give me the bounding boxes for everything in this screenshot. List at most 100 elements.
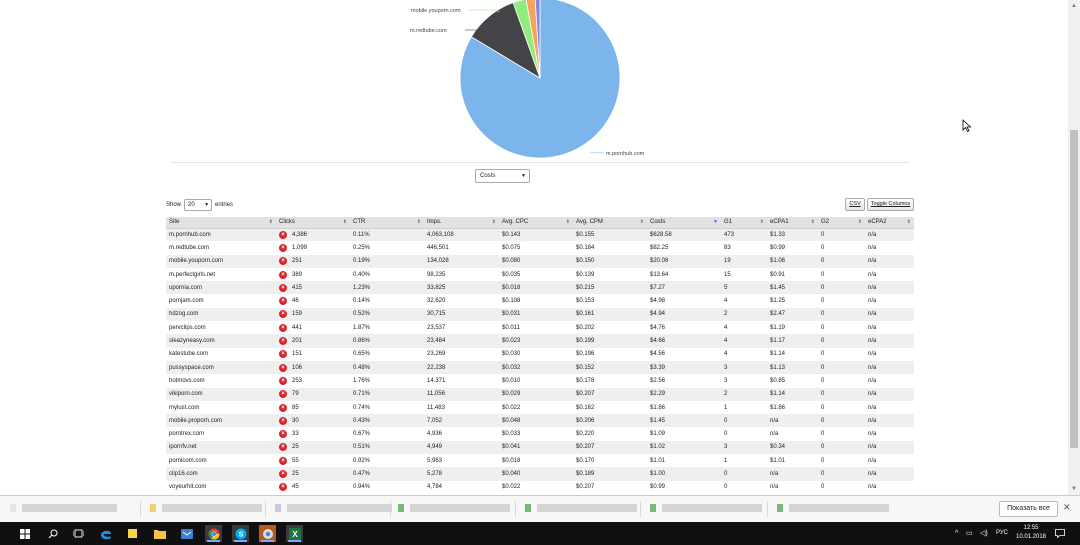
scrollbar-thumb[interactable] [1070,130,1078,448]
pie-slice-m-pornhub-com[interactable] [459,0,621,159]
remove-site-icon[interactable]: × [279,297,287,306]
remove-site-icon[interactable]: × [279,283,287,292]
outlook-icon[interactable] [178,525,195,542]
notifications-icon[interactable] [1055,522,1065,545]
table-cell: 0.74% [350,400,424,415]
table-cell: n/a [865,254,914,268]
remove-site-icon[interactable]: × [279,469,287,478]
column-header-avg-cpm[interactable]: Avg. CPM ⬍ [573,217,647,229]
clock[interactable]: 12:55 10.01.2018 [1014,524,1048,542]
column-header-label: CTR [353,219,366,226]
remove-site-icon[interactable]: × [279,416,287,425]
download-item[interactable] [10,504,118,514]
remove-site-icon[interactable]: × [279,350,287,359]
table-row: vikiporn.com × 79 0.71% 11,056 $0.029 $0.207 $2… [166,387,914,401]
remove-site-icon[interactable]: × [279,456,287,465]
table-cell: m.redtube.com [166,241,276,255]
column-header-ecpa1[interactable]: eCPA1 ⬍ [767,217,818,229]
table-cell: 5,963 [424,454,499,468]
column-header-g2[interactable]: G2 ⬍ [818,217,865,229]
sticky-notes-icon[interactable] [124,525,141,542]
column-header-clicks[interactable]: Clicks ⬍ [276,217,350,229]
column-header-label: Avg. CPM [576,219,603,226]
remove-site-icon[interactable]: × [279,337,287,346]
remove-site-icon[interactable]: × [279,243,287,252]
file-explorer-icon[interactable] [151,525,168,542]
volume-icon[interactable]: ◁) [980,530,988,537]
remove-site-icon[interactable]: × [279,483,287,492]
table-cell: × 1,099 [276,241,350,255]
column-header-avg-cpc[interactable]: Avg. CPC ⬍ [499,217,573,229]
remove-site-icon[interactable]: × [279,270,287,279]
table-cell: × 45 [276,480,350,494]
close-icon[interactable]: ✕ [1063,502,1071,512]
network-icon[interactable]: ▭ [966,530,973,537]
download-item[interactable] [150,504,263,514]
table-cell: × 415 [276,281,350,295]
page-length-select[interactable]: 20 ▼ [184,199,213,211]
table-cell: $1.14 [767,387,818,401]
remove-site-icon[interactable]: × [279,363,287,372]
table-cell: × 441 [276,321,350,335]
table-cell: voyeurhit.com [166,480,276,494]
show-all-downloads-button[interactable]: Показать все [999,501,1058,517]
table-cell: mylust.com [166,400,276,415]
pie-slice-upornia-com[interactable] [534,0,541,79]
language-indicator[interactable]: РУС [996,530,1009,536]
remove-site-icon[interactable]: × [279,403,287,412]
remove-site-icon[interactable]: × [279,443,287,452]
download-item[interactable] [275,504,393,514]
task-view-icon[interactable] [70,525,87,542]
table-cell: n/a [865,347,914,361]
download-item[interactable] [525,504,638,514]
metric-select[interactable]: Costs ▼ [475,169,530,183]
csv-button[interactable]: CSV [845,198,865,211]
remove-site-icon[interactable]: × [279,430,287,439]
pie-slice-m-perfectgirls-net[interactable] [525,0,541,79]
chrome-icon[interactable] [205,525,222,542]
table-cell: $0.34 [767,440,818,455]
clicks-value: 33 [292,431,299,438]
column-header-costs[interactable]: Costs ▼ [647,217,721,229]
show-hidden-icons-icon[interactable]: ^ [955,530,959,537]
toggle-columns-button[interactable]: Toggle Columns [867,198,914,211]
excel-icon[interactable]: X [286,525,303,542]
column-header-ctr[interactable]: CTR ⬍ [350,217,424,229]
scroll-up-icon[interactable]: ▲ [1071,3,1077,9]
remove-site-icon[interactable]: × [279,257,287,266]
column-header-g1[interactable]: G1 ⬍ [721,217,767,229]
remove-site-icon[interactable]: × [279,310,287,319]
table-cell: hdzog.com [166,307,276,322]
edge-browser-icon[interactable] [97,525,114,542]
chrome-profile-icon[interactable] [259,525,276,542]
windows-start-icon[interactable] [16,525,33,542]
scroll-down-icon[interactable]: ▼ [1071,486,1077,492]
table-cell: mobile.proporn.com [166,414,276,428]
remove-site-icon[interactable]: × [279,323,287,332]
download-item[interactable] [777,504,890,514]
remove-site-icon[interactable]: × [279,390,287,399]
skype-icon[interactable]: S [232,525,249,542]
column-header-imps[interactable]: Imps. ⬍ [424,217,499,229]
table-cell: $20.08 [647,254,721,268]
column-header-label: Avg. CPC [502,219,529,226]
download-item[interactable] [650,504,763,514]
sort-icon: ⬍ [342,219,347,225]
table-row: pornjam.com × 46 0.14% 32,620 $0.108 $0.153 $4.… [166,294,914,308]
pie-slice-mobile-youporn-com[interactable] [512,0,541,79]
remove-site-icon[interactable]: × [279,376,287,385]
table-cell: 4 [721,334,767,348]
remove-site-icon[interactable]: × [279,230,287,239]
table-cell: n/a [865,454,914,468]
page-scrollbar[interactable]: ▲ ▼ [1068,0,1080,495]
svg-text:S: S [238,531,243,538]
column-header-ecpa2[interactable]: eCPA2 ⬍ [865,217,914,229]
table-cell: 0.94% [350,480,424,494]
table-cell: 0.71% [350,387,424,401]
pie-label-youporn: mobile.youporn.com [411,8,461,14]
table-cell: 1 [721,454,767,468]
download-item[interactable] [398,504,511,514]
column-header-site[interactable]: Site ⬍ [166,217,276,229]
table-cell: $1.17 [767,334,818,348]
search-icon[interactable] [44,525,61,542]
